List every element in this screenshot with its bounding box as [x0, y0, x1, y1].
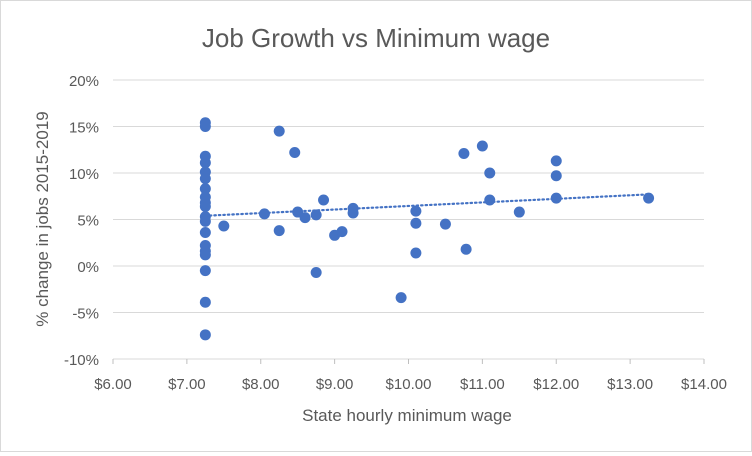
data-point [476, 140, 488, 152]
data-point [199, 200, 211, 212]
data-point [273, 225, 285, 237]
x-tick-label: $8.00 [242, 376, 280, 393]
data-points [199, 117, 655, 341]
data-point [347, 207, 359, 219]
data-point [199, 215, 211, 227]
y-axis-ticks: -10% -5% 0% 5% 10% 15% 20% [64, 73, 99, 369]
x-tick-label: $11.00 [460, 376, 505, 393]
x-tick-label: $10.00 [386, 376, 432, 393]
data-point [258, 208, 270, 220]
data-point [310, 267, 322, 279]
data-point [513, 206, 525, 218]
data-point [410, 217, 422, 229]
x-tick-label: $7.00 [168, 376, 206, 393]
data-point [199, 173, 211, 185]
y-tick-label: 20% [69, 73, 99, 90]
chart-title: Job Growth vs Minimum wage [202, 23, 550, 53]
data-point [395, 292, 407, 304]
data-point [299, 212, 311, 224]
data-point [199, 157, 211, 169]
data-point [199, 296, 211, 308]
data-point [484, 194, 496, 206]
data-point [218, 220, 230, 232]
data-point [199, 265, 211, 277]
data-point [460, 243, 472, 255]
data-point [199, 121, 211, 132]
data-point [199, 183, 211, 195]
data-point [310, 209, 322, 221]
data-point [410, 205, 422, 217]
data-point [199, 227, 211, 239]
data-point [643, 192, 655, 204]
data-point [410, 247, 422, 259]
data-point [550, 192, 562, 204]
data-point [336, 226, 348, 238]
data-point [550, 155, 562, 167]
trendline-group [204, 193, 650, 217]
x-axis-label: State hourly minimum wage [302, 406, 512, 425]
x-tick-label: $13.00 [607, 376, 653, 393]
data-point [484, 167, 496, 179]
data-point [318, 194, 330, 206]
y-tick-label: 15% [69, 120, 99, 137]
x-tick-label: $6.00 [94, 376, 132, 393]
x-tick-label: $12.00 [533, 376, 579, 393]
data-point [439, 218, 451, 230]
y-tick-label: 0% [77, 259, 99, 276]
data-point [458, 147, 470, 159]
y-tick-label: -10% [64, 352, 99, 369]
y-tick-label: -5% [72, 306, 99, 323]
y-tick-label: 10% [69, 166, 99, 183]
trendline [204, 193, 650, 217]
data-point [199, 329, 211, 341]
data-point [550, 170, 562, 182]
y-axis-label: % change in jobs 2015-2019 [33, 111, 52, 327]
data-point [273, 125, 285, 137]
x-tick-label: $14.00 [681, 376, 727, 393]
gridlines [113, 79, 704, 360]
data-point [199, 249, 211, 261]
data-point [289, 147, 301, 159]
x-tick-label: $9.00 [316, 376, 354, 393]
y-tick-label: 5% [77, 213, 99, 230]
x-axis-ticks: $6.00 $7.00 $8.00 $9.00 $10.00 $11.00 $12.00 $1… [94, 359, 727, 393]
